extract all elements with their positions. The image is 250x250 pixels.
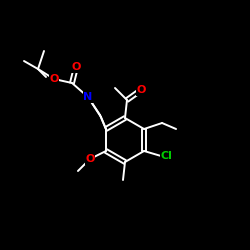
Text: O: O [71, 62, 81, 72]
Text: O: O [85, 154, 95, 164]
Text: O: O [49, 74, 59, 84]
Text: O: O [136, 85, 146, 95]
Text: N: N [84, 92, 92, 102]
Text: Cl: Cl [160, 151, 172, 161]
